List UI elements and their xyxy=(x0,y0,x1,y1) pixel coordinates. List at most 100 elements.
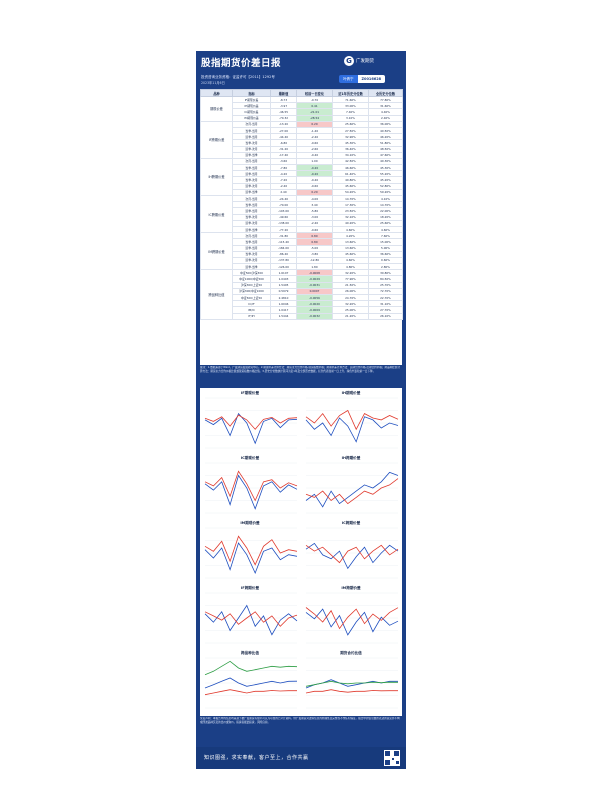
chart-panel: IM跨期价差 xyxy=(302,584,400,648)
table-cell: 21.20% xyxy=(332,312,369,320)
chart-panel: 期货合约比值 xyxy=(302,649,400,713)
slogan-bar: 知识图强，求实奉献，客户至上，合作共赢 xyxy=(196,747,406,769)
column-header: 较前一日变化 xyxy=(296,89,333,97)
analyst-name: 叶倩宁 xyxy=(339,75,358,83)
chart-title: 期货合约比值 xyxy=(340,651,362,655)
column-header: 全历史分位数 xyxy=(368,89,403,97)
table-cell: IF/IH xyxy=(232,312,271,320)
series-line xyxy=(305,689,398,694)
chart-plot xyxy=(204,462,298,514)
table-row: 当季-当月 -27.00 -1.40 27.50% 40.50% xyxy=(201,126,403,135)
series-line xyxy=(305,680,399,687)
chart-title: IC跨期价差 xyxy=(341,521,361,525)
disclaimer: 免责声明：本报告中的信息均来源于被广发期货有限公司认为可靠的已公开资料，但广发期… xyxy=(200,717,400,724)
chart-plot xyxy=(204,657,298,709)
brand-logo: G 广发期货 xyxy=(344,56,374,66)
series-line xyxy=(204,542,298,575)
table-row: 期现价差 IF期现价差 -8.73 -0.70 71.60% 77.80% xyxy=(200,95,403,122)
chart-panel: IH跨期价差 xyxy=(302,454,400,518)
series-line xyxy=(204,474,298,510)
series-line xyxy=(204,414,298,430)
series-line xyxy=(204,689,297,696)
table-row: 远季-当季 -77.20 -0.60 4.60% 4.60% xyxy=(201,225,403,234)
chart-plot xyxy=(204,592,298,644)
series-line xyxy=(204,660,298,676)
chart-title: IC期现价差 xyxy=(240,456,260,460)
page-title: 股指期货价差日报 xyxy=(201,58,282,69)
series-line xyxy=(305,607,399,630)
column-header: 指标 xyxy=(232,89,271,97)
series-line xyxy=(305,416,399,443)
analyst-badge: 叶倩宁 Z0016628 xyxy=(339,75,386,83)
series-line xyxy=(305,544,399,564)
group-label: IC跨期价差 xyxy=(200,194,233,234)
charts-grid: IF期现价差 IH期现价差 IC期现价差 IH跨期价差 IM期现价差 IC跨期价差 IF跨期… xyxy=(200,388,402,716)
series-line xyxy=(305,409,399,431)
chart-title: IF期现价差 xyxy=(240,391,260,395)
table-row: IF跨期价差 次月-当月 -13.20 0.20 25.60% 36.00% xyxy=(200,120,403,159)
chart-panel: IH期现价差 xyxy=(302,389,400,453)
group-label: IF跨期价差 xyxy=(200,120,233,159)
series-line xyxy=(204,535,298,566)
series-line xyxy=(204,677,298,689)
license-text: 投资咨询业务资格：证监许可【2011】1292号 xyxy=(201,75,275,79)
chart-plot xyxy=(305,657,399,709)
group-label: 跨品种比值 xyxy=(200,269,233,320)
series-line xyxy=(305,542,399,570)
chart-panel: IC期现价差 xyxy=(201,454,299,518)
analyst-code: Z0016628 xyxy=(357,75,386,83)
group-label: 期现价差 xyxy=(200,96,233,122)
chart-panel: 跨品种比值 xyxy=(201,649,299,713)
chart-title: IH跨期价差 xyxy=(341,456,361,460)
table-body: 期现价差 IF期现价差 -8.73 -0.70 71.60% 77.80% IH期现价差 -3… xyxy=(200,95,403,320)
series-line xyxy=(204,604,298,636)
report-header: 股指期货价差日报 G 广发期货 投资咨询业务资格：证监许可【2011】1292号… xyxy=(196,51,406,89)
table-notes: 备注：1.数据来源于Wind，广发期货发展研究中心。2.期现价差计算方法：期货主… xyxy=(200,366,401,373)
chart-title: 跨品种比值 xyxy=(241,651,259,655)
table-row: 当季-次月 -86.40 -3.80 45.60% 36.60% xyxy=(201,250,403,258)
table-row: 当季-当月 -70.00 3.40 17.30% 14.70% xyxy=(201,201,403,209)
series-line xyxy=(305,471,399,508)
table-row: IM跨期价差 次月-当月 -31.80 0.80 4.20% 7.60% xyxy=(200,232,403,271)
chart-panel: IC跨期价差 xyxy=(302,519,400,583)
chart-panel: IF期现价差 xyxy=(201,389,299,453)
column-header: 最新值 xyxy=(270,89,297,97)
chart-panel: IM期现价差 xyxy=(201,519,299,583)
series-line xyxy=(305,478,399,505)
spread-table: 品种 指标 最新值 较前一日变化 近1年历史分位数 全历史分位数 期现价差 IF期现价差 -8… xyxy=(200,89,403,320)
series-line xyxy=(204,470,298,502)
qr-code-icon xyxy=(384,750,400,766)
table-row: 远季-当季 2.40 0.20 54.20% 59.20% xyxy=(201,188,403,197)
chart-plot xyxy=(204,397,298,449)
chart-title: IH期现价差 xyxy=(341,391,361,395)
report-card: 股指期货价差日报 G 广发期货 投资咨询业务资格：证监许可【2011】1292号… xyxy=(196,51,406,769)
chart-plot xyxy=(305,527,399,579)
chart-panel: IF跨期价差 xyxy=(201,584,299,648)
chart-title: IF跨期价差 xyxy=(240,586,260,590)
table-row: IM期现价差 -70.32 -28.54 3.10% 2.40% xyxy=(201,114,403,122)
chart-title: IM跨期价差 xyxy=(341,586,361,590)
chart-plot xyxy=(305,462,399,514)
series-line xyxy=(204,611,298,627)
report-date: 2023年11月6日 xyxy=(201,81,225,85)
chart-plot xyxy=(305,592,399,644)
spread-table-container: 品种 指标 最新值 较前一日变化 近1年历史分位数 全历史分位数 期现价差 IF期现价差 -8… xyxy=(200,89,403,365)
chart-plot xyxy=(305,397,399,449)
chart-plot xyxy=(204,527,298,579)
table-cell: 26.10% xyxy=(368,312,403,320)
table-header-row: 品种 指标 最新值 较前一日变化 近1年历史分位数 全历史分位数 xyxy=(200,89,403,97)
logo-text: 广发期货 xyxy=(356,59,374,64)
group-label: IM跨期价差 xyxy=(200,232,233,271)
chart-title: IM期现价差 xyxy=(240,521,260,525)
table-row: 远季-当季 -126.00 1.80 4.80% 2.80% xyxy=(201,263,403,271)
slogan-text: 知识图强，求实奉献，客户至上，合作共赢 xyxy=(204,755,309,761)
table-row: IC跨期价差 次月-当月 -24.40 -4.00 14.70% 4.10% xyxy=(200,194,403,234)
table-row: IF/IH 1.5444 -0.0032 21.20% 26.10% xyxy=(201,312,403,320)
group-label: IH跨期价差 xyxy=(200,157,233,197)
table-cell: -0.0032 xyxy=(296,312,333,320)
table-cell: 1.5444 xyxy=(270,312,297,320)
column-header: 品种 xyxy=(200,89,233,97)
logo-icon: G xyxy=(344,56,354,66)
table-row: 跨品种比值 中证500/沪深300 1.6107 -0.0008 32.20% 30.80… xyxy=(200,269,403,320)
series-line xyxy=(204,412,298,445)
